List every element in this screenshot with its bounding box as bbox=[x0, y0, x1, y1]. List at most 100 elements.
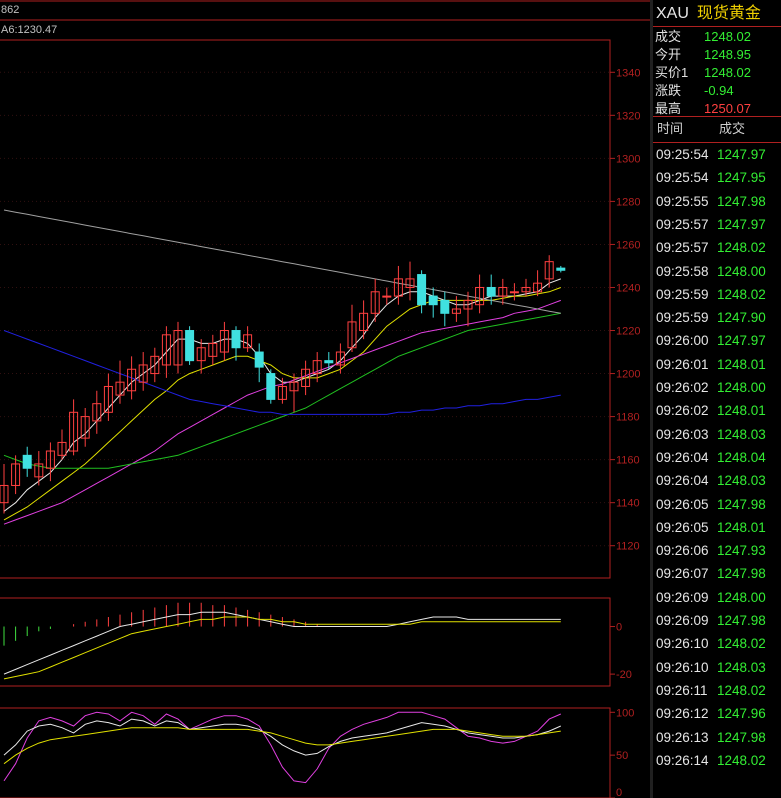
candle-body bbox=[161, 334, 171, 366]
tick-price: 1247.98 bbox=[717, 613, 766, 628]
candle-body bbox=[185, 330, 195, 362]
candle-body bbox=[451, 308, 461, 314]
tick-row[interactable]: 09:25:57 1248.02 bbox=[653, 237, 781, 260]
candle-body bbox=[382, 295, 392, 298]
ma-readout: A6:1230.47 bbox=[1, 24, 58, 36]
candle-body bbox=[92, 403, 102, 422]
panel-splitter[interactable] bbox=[650, 0, 653, 798]
tick-row[interactable]: 09:25:59 1248.02 bbox=[653, 284, 781, 307]
tick-price: 1248.00 bbox=[717, 589, 766, 605]
candle-body bbox=[301, 368, 311, 387]
tick-time: 09:26:05 bbox=[656, 519, 709, 535]
candle-body bbox=[196, 347, 206, 362]
candle-body bbox=[486, 286, 496, 297]
tick-price: 1248.02 bbox=[717, 636, 766, 652]
tick-time: 09:26:04 bbox=[656, 449, 709, 465]
tick-row[interactable]: 09:26:09 1247.98 bbox=[653, 610, 781, 633]
candle-body bbox=[57, 441, 67, 456]
tick-row[interactable]: 09:25:55 1247.98 bbox=[653, 191, 781, 214]
tick-row[interactable]: 09:26:05 1247.98 bbox=[653, 494, 781, 517]
price-tick-label: 1320 bbox=[616, 110, 640, 122]
panel-frame bbox=[0, 39, 611, 579]
tick-row[interactable]: 09:25:54 1247.97 bbox=[653, 144, 781, 167]
tick-time: 09:26:01 bbox=[656, 356, 709, 372]
tick-price: 1247.98 bbox=[717, 566, 766, 582]
tick-row[interactable]: 09:26:06 1247.93 bbox=[653, 540, 781, 563]
tick-row[interactable]: 09:26:02 1248.00 bbox=[653, 377, 781, 400]
candle-body bbox=[370, 291, 380, 314]
tick-row[interactable]: 09:26:01 1248.01 bbox=[653, 354, 781, 377]
tick-row[interactable]: 09:26:00 1247.97 bbox=[653, 330, 781, 353]
candle-body bbox=[544, 261, 554, 280]
moving-average-line bbox=[3, 312, 561, 469]
quote-field-label: 涨跌 bbox=[655, 83, 682, 98]
price-tick-label: 1340 bbox=[616, 67, 640, 79]
divider bbox=[653, 116, 781, 117]
candle-body bbox=[150, 355, 160, 375]
tick-row[interactable]: 09:25:54 1247.95 bbox=[653, 167, 781, 190]
price-tick-label: 1240 bbox=[616, 282, 640, 294]
tick-price: 1247.98 bbox=[717, 729, 766, 745]
candle-body bbox=[498, 286, 508, 297]
tick-time: 09:26:10 bbox=[656, 636, 709, 652]
tick-row[interactable]: 09:26:04 1248.03 bbox=[653, 470, 781, 493]
tick-time: 09:26:04 bbox=[656, 473, 709, 489]
candle-body bbox=[34, 463, 44, 478]
tick-time: 09:26:02 bbox=[656, 380, 709, 395]
tick-row[interactable]: 09:26:14 1248.02 bbox=[653, 750, 781, 773]
tick-row[interactable]: 09:26:10 1248.02 bbox=[653, 633, 781, 656]
symbol-code: XAU bbox=[656, 5, 689, 22]
candle-body bbox=[115, 381, 125, 396]
quote-field-label: 今开 bbox=[655, 47, 682, 62]
candle-body bbox=[417, 274, 427, 306]
macd-tick-label: 0 bbox=[616, 622, 622, 634]
tick-price: 1248.01 bbox=[717, 356, 766, 372]
moving-average-line bbox=[3, 299, 561, 525]
tick-row[interactable]: 09:26:02 1248.01 bbox=[653, 400, 781, 423]
tick-row[interactable]: 09:26:03 1248.03 bbox=[653, 424, 781, 447]
price-chart-area[interactable]: 1340 1320 1300 1280 1260 1240 1220 1200 1180 1160… bbox=[0, 0, 650, 798]
tick-row[interactable]: 09:25:58 1248.00 bbox=[653, 261, 781, 284]
tick-row[interactable]: 09:26:04 1248.04 bbox=[653, 447, 781, 470]
tick-time: 09:26:00 bbox=[656, 333, 709, 349]
tick-row[interactable]: 09:26:09 1248.00 bbox=[653, 587, 781, 610]
candle-body bbox=[208, 342, 218, 357]
tick-price: 1248.03 bbox=[717, 426, 766, 442]
tick-row[interactable]: 09:26:11 1248.02 bbox=[653, 680, 781, 703]
price-tick-label: 1160 bbox=[616, 455, 640, 467]
price-tick-label: 1280 bbox=[616, 196, 640, 208]
tick-row[interactable]: 09:26:12 1247.96 bbox=[653, 703, 781, 726]
tick-time: 09:26:06 bbox=[656, 543, 709, 559]
candle-body bbox=[324, 360, 334, 364]
tick-price: 1247.95 bbox=[717, 170, 766, 186]
price-tick-label: 1120 bbox=[616, 541, 640, 553]
candle-body bbox=[80, 416, 90, 439]
tick-time: 09:26:07 bbox=[656, 566, 709, 582]
tick-time: 09:26:05 bbox=[656, 496, 709, 512]
tick-time: 09:26:09 bbox=[656, 613, 709, 628]
kdj-tick-label: 0 bbox=[616, 787, 622, 798]
price-tick-label: 1180 bbox=[616, 412, 640, 424]
tick-row[interactable]: 09:25:57 1247.97 bbox=[653, 214, 781, 237]
price-tick-label: 1220 bbox=[616, 326, 640, 338]
tick-price: 1247.90 bbox=[717, 310, 766, 326]
macd-tick-label: -20 bbox=[616, 669, 632, 681]
symbol-name: 现货黄金 bbox=[696, 5, 761, 22]
tick-row[interactable]: 09:26:10 1248.03 bbox=[653, 657, 781, 680]
candle-body bbox=[289, 381, 299, 392]
candle-body bbox=[266, 373, 276, 400]
quote-panel: XAU 现货黄金 成交 1248.02 今开 1248.95 买价1 1248.02 涨跌 -0… bbox=[653, 0, 781, 798]
tick-row[interactable]: 09:26:07 1247.98 bbox=[653, 563, 781, 586]
tick-row[interactable]: 09:26:13 1247.98 bbox=[653, 727, 781, 750]
panel-frame bbox=[0, 707, 611, 798]
price-tick-label: 1300 bbox=[616, 153, 640, 165]
panel-frame bbox=[0, 597, 611, 687]
candle-body bbox=[103, 385, 113, 413]
tick-row[interactable]: 09:26:05 1248.01 bbox=[653, 517, 781, 540]
tick-time: 09:26:13 bbox=[656, 729, 709, 745]
tick-price: 1247.97 bbox=[717, 333, 766, 349]
tick-time: 09:26:02 bbox=[656, 403, 709, 419]
candle-body bbox=[0, 484, 9, 504]
tick-time: 09:26:09 bbox=[656, 589, 709, 605]
tick-row[interactable]: 09:25:59 1247.90 bbox=[653, 307, 781, 330]
